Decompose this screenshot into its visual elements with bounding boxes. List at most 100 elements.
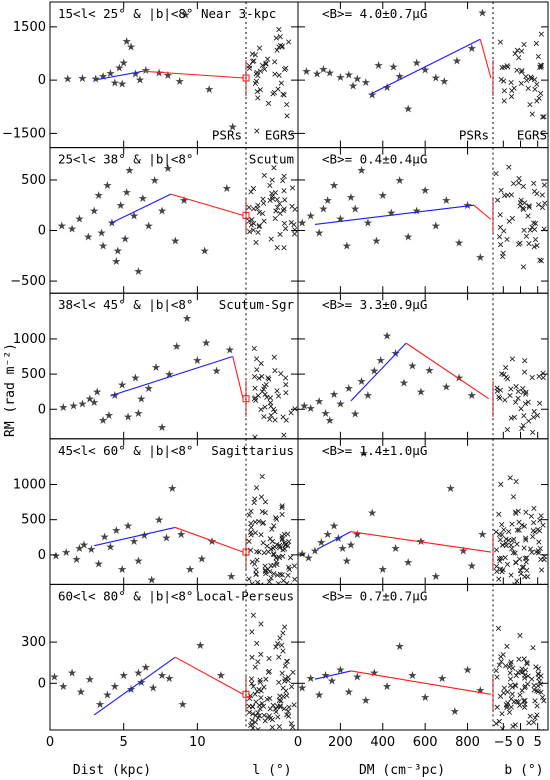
egrs-point xyxy=(270,196,276,202)
egrs-point xyxy=(508,386,514,392)
psr-point-dm: ★ xyxy=(391,542,401,555)
psr-point-dm: ★ xyxy=(412,204,422,217)
x-tick-label-dm: 800 xyxy=(455,735,480,750)
psr-point-dist: ★ xyxy=(167,482,177,495)
egrs-point xyxy=(535,550,542,556)
psr-point-dist: ★ xyxy=(110,680,120,693)
egrs-point xyxy=(278,740,283,745)
psr-point-dist: ★ xyxy=(85,393,95,406)
psr-point-dm: ★ xyxy=(344,68,354,81)
egrs-point xyxy=(281,624,288,630)
psr-point-dm: ★ xyxy=(452,55,462,68)
egrs-point xyxy=(499,726,506,731)
egrs-point xyxy=(255,73,261,79)
egrs-point xyxy=(523,389,529,395)
psr-point-dm: ★ xyxy=(329,179,339,192)
egrs-point xyxy=(524,681,531,687)
psr-point-dm: ★ xyxy=(314,688,324,701)
egrs-point xyxy=(518,406,524,412)
egrs-point xyxy=(267,416,273,422)
psr-point-dist: ★ xyxy=(164,368,174,381)
egrs-point xyxy=(534,688,540,694)
egrs-point xyxy=(532,237,539,243)
egrs-point xyxy=(539,567,545,573)
psr-point-dist: ★ xyxy=(192,354,202,367)
egrs-point xyxy=(260,703,267,709)
psr-point-dist: ★ xyxy=(216,669,226,682)
psr-point-dist: ★ xyxy=(92,386,102,399)
egrs-point xyxy=(257,68,264,74)
egrs-point xyxy=(521,200,528,206)
egrs-link-dist xyxy=(232,356,244,399)
egrs-point xyxy=(523,535,529,541)
egrs-point xyxy=(516,586,521,591)
egrs-point xyxy=(531,505,537,511)
egrs-point xyxy=(498,776,503,780)
egrs-point xyxy=(501,527,507,533)
arm-label: Local-Perseus xyxy=(196,588,294,603)
egrs-point xyxy=(261,414,267,420)
x-tick-label-b: 5 xyxy=(534,735,542,750)
egrs-point xyxy=(512,550,518,556)
psr-point-dist: ★ xyxy=(133,407,143,420)
egrs-point xyxy=(249,717,255,723)
egrs-point xyxy=(494,674,500,680)
egrs-point xyxy=(252,52,259,58)
egrs-point xyxy=(500,250,506,256)
psr-point-dist: ★ xyxy=(228,120,238,133)
psr-point-dist: ★ xyxy=(75,212,85,225)
egrs-point xyxy=(517,692,523,698)
egrs-point xyxy=(252,691,258,697)
psr-point-dm: ★ xyxy=(361,694,371,707)
egrs-point xyxy=(281,220,288,226)
psr-point-dist: ★ xyxy=(103,688,113,701)
psr-point-dist: ★ xyxy=(185,563,195,576)
egrs-point xyxy=(263,733,268,738)
egrs-point xyxy=(272,367,278,374)
egrs-point xyxy=(493,170,499,177)
egrs-point xyxy=(527,227,533,233)
psr-point-dm: ★ xyxy=(382,680,392,693)
egrs-point xyxy=(272,409,278,415)
egrs-point xyxy=(518,586,523,591)
egrs-point xyxy=(534,712,540,718)
egrs-point xyxy=(249,51,256,57)
egrs-point xyxy=(536,95,542,101)
egrs-point xyxy=(290,669,296,676)
field-strength-label: <B>= 1.4±1.0μG xyxy=(322,443,427,458)
psr-point-dm: ★ xyxy=(344,382,354,395)
psr-point-dist: ★ xyxy=(157,421,167,434)
egrs-point xyxy=(493,720,499,727)
egrs-point xyxy=(506,709,513,715)
egrs-point xyxy=(509,356,516,362)
psr-point-dm: ★ xyxy=(386,206,396,219)
egrs-point xyxy=(275,640,281,647)
egrs-point xyxy=(248,189,254,195)
psr-point-dist: ★ xyxy=(91,72,101,85)
psr-point-dm: ★ xyxy=(312,68,322,81)
egrs-point xyxy=(528,513,534,519)
egrs-point xyxy=(494,568,500,574)
egrs-point xyxy=(267,695,273,702)
egrs-point xyxy=(277,210,283,217)
egrs-point xyxy=(258,688,264,694)
egrs-point xyxy=(498,555,505,561)
psr-point-dm: ★ xyxy=(297,547,307,560)
psr-point-dm: ★ xyxy=(441,194,451,207)
psr-point-dm: ★ xyxy=(467,42,477,55)
egrs-point xyxy=(266,376,272,382)
egrs-point xyxy=(520,564,527,570)
egrs-point xyxy=(257,679,263,685)
egrs-point xyxy=(254,367,260,373)
egrs-point xyxy=(528,75,534,82)
egrs-point xyxy=(247,229,253,235)
egrs-point xyxy=(537,257,543,263)
egrs-point xyxy=(251,499,257,506)
egrs-point xyxy=(253,567,259,573)
egrs-point xyxy=(263,676,269,682)
y-tick-label: −1500 xyxy=(2,126,46,141)
egrs-point xyxy=(538,64,544,70)
psr-point-dist: ★ xyxy=(120,233,130,246)
egrs-point xyxy=(261,218,267,224)
